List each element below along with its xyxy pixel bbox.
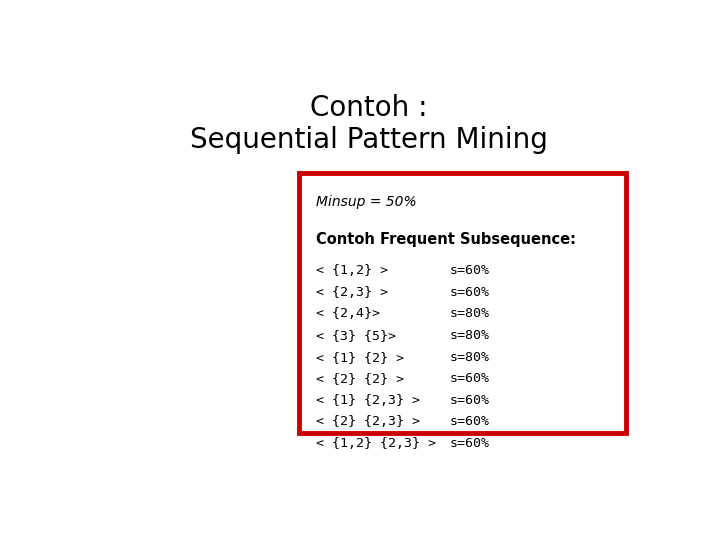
Text: s=80%: s=80%	[450, 307, 490, 320]
Text: s=60%: s=60%	[450, 437, 490, 450]
Text: s=80%: s=80%	[450, 329, 490, 342]
Text: < {1,2} >: < {1,2} >	[316, 264, 388, 277]
Text: Contoh :: Contoh :	[310, 94, 428, 123]
Text: s=60%: s=60%	[450, 394, 490, 407]
Text: s=60%: s=60%	[450, 415, 490, 428]
Text: < {3} {5}>: < {3} {5}>	[316, 329, 396, 342]
Text: < {1} {2} >: < {1} {2} >	[316, 350, 404, 363]
Text: < {1,2} {2,3} >: < {1,2} {2,3} >	[316, 437, 436, 450]
Text: < {2,4}>: < {2,4}>	[316, 307, 380, 320]
Text: < {1} {2,3} >: < {1} {2,3} >	[316, 394, 420, 407]
Text: s=60%: s=60%	[450, 286, 490, 299]
Text: Contoh Frequent Subsequence:: Contoh Frequent Subsequence:	[316, 232, 576, 247]
Text: < {2,3} >: < {2,3} >	[316, 286, 388, 299]
Text: s=80%: s=80%	[450, 350, 490, 363]
Text: < {2} {2,3} >: < {2} {2,3} >	[316, 415, 420, 428]
Text: Minsup = 50%: Minsup = 50%	[316, 195, 417, 209]
Text: s=60%: s=60%	[450, 372, 490, 385]
Text: < {2} {2} >: < {2} {2} >	[316, 372, 404, 385]
FancyBboxPatch shape	[300, 173, 626, 433]
Text: s=60%: s=60%	[450, 264, 490, 277]
Text: Sequential Pattern Mining: Sequential Pattern Mining	[190, 126, 548, 154]
